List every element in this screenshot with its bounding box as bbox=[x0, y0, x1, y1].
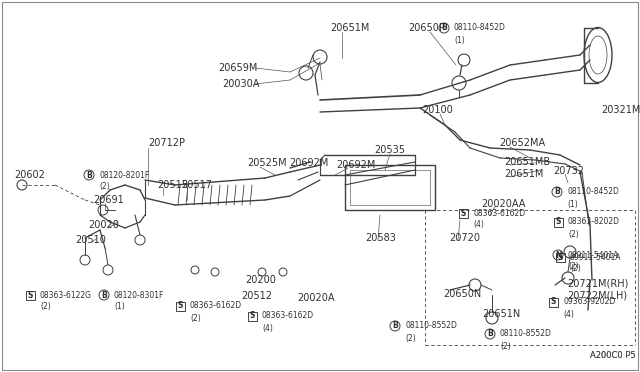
Text: 20321M: 20321M bbox=[601, 105, 640, 115]
Text: 08110-8452D: 08110-8452D bbox=[567, 187, 619, 196]
Text: 08120-8201F: 08120-8201F bbox=[99, 170, 149, 180]
Bar bbox=[175, 301, 184, 311]
Bar bbox=[248, 311, 257, 321]
Text: N: N bbox=[555, 250, 561, 260]
Text: B: B bbox=[86, 170, 92, 180]
Text: S: S bbox=[177, 301, 182, 311]
Text: (2): (2) bbox=[405, 334, 416, 343]
Bar bbox=[556, 253, 564, 262]
Text: 08120-8301F: 08120-8301F bbox=[114, 291, 164, 299]
Text: 20650P: 20650P bbox=[408, 23, 445, 33]
Text: B: B bbox=[101, 291, 107, 299]
Text: 08911-5401A: 08911-5401A bbox=[568, 250, 620, 260]
Text: (1): (1) bbox=[454, 35, 465, 45]
Text: (4): (4) bbox=[563, 310, 574, 318]
Bar bbox=[554, 218, 563, 227]
Text: 09911-5401A: 09911-5401A bbox=[570, 253, 621, 262]
Text: 20510: 20510 bbox=[75, 235, 106, 245]
Text: B: B bbox=[487, 330, 493, 339]
Text: 20651M: 20651M bbox=[330, 23, 369, 33]
Text: 20602: 20602 bbox=[14, 170, 45, 180]
Text: 20652MA: 20652MA bbox=[499, 138, 545, 148]
Text: B: B bbox=[441, 23, 447, 32]
Text: 08363-6122G: 08363-6122G bbox=[40, 291, 92, 299]
Bar bbox=[458, 208, 467, 218]
Text: A200C0 P5: A200C0 P5 bbox=[590, 350, 636, 359]
Text: 20691: 20691 bbox=[93, 195, 124, 205]
Text: 20583: 20583 bbox=[365, 233, 396, 243]
Text: 20659M: 20659M bbox=[218, 63, 257, 73]
Text: S: S bbox=[557, 253, 563, 262]
Text: (2): (2) bbox=[570, 264, 580, 273]
Text: 08110-8552D: 08110-8552D bbox=[405, 321, 457, 330]
Text: B: B bbox=[554, 187, 560, 196]
Text: (4): (4) bbox=[262, 324, 273, 333]
Text: 20732: 20732 bbox=[553, 166, 584, 176]
Text: 08363-6162D: 08363-6162D bbox=[262, 311, 314, 321]
Text: (2): (2) bbox=[568, 263, 579, 272]
Text: 08363-8202D: 08363-8202D bbox=[568, 218, 620, 227]
Text: S: S bbox=[550, 298, 556, 307]
Text: 20651N: 20651N bbox=[482, 309, 520, 319]
Text: 20651MB: 20651MB bbox=[504, 157, 550, 167]
Text: 20517: 20517 bbox=[181, 180, 212, 190]
Text: S: S bbox=[28, 291, 33, 299]
Text: 20721M(RH): 20721M(RH) bbox=[567, 279, 628, 289]
Text: B: B bbox=[392, 321, 398, 330]
Text: 20692M: 20692M bbox=[336, 160, 376, 170]
Text: 08110-8452D: 08110-8452D bbox=[454, 23, 506, 32]
Text: A200C0 P5: A200C0 P5 bbox=[590, 350, 636, 359]
Text: (2): (2) bbox=[500, 341, 511, 350]
Bar bbox=[345, 165, 435, 210]
Text: 08363-6162D: 08363-6162D bbox=[190, 301, 242, 311]
Text: 20515: 20515 bbox=[157, 180, 188, 190]
Text: 20020A: 20020A bbox=[297, 293, 335, 303]
Text: 20722M(LH): 20722M(LH) bbox=[567, 291, 627, 301]
Text: 20692M: 20692M bbox=[289, 158, 328, 168]
Bar bbox=[26, 291, 35, 299]
Text: 20512: 20512 bbox=[241, 291, 272, 301]
Text: (2): (2) bbox=[99, 183, 109, 192]
Text: 09363-9202D: 09363-9202D bbox=[563, 298, 615, 307]
Text: S: S bbox=[250, 311, 255, 321]
Text: 20651M: 20651M bbox=[504, 169, 543, 179]
Text: 20030A: 20030A bbox=[222, 79, 259, 89]
Text: (1): (1) bbox=[567, 199, 578, 208]
Text: (4): (4) bbox=[473, 221, 484, 230]
Text: 08363-6162D: 08363-6162D bbox=[473, 208, 525, 218]
Text: 20712P: 20712P bbox=[148, 138, 185, 148]
Text: 20100: 20100 bbox=[422, 105, 452, 115]
Text: 20650N: 20650N bbox=[443, 289, 481, 299]
Text: (2): (2) bbox=[40, 302, 51, 311]
Text: 20020AA: 20020AA bbox=[481, 199, 525, 209]
Text: 20720: 20720 bbox=[449, 233, 480, 243]
Text: 20525M: 20525M bbox=[247, 158, 287, 168]
Text: (2): (2) bbox=[568, 230, 579, 238]
Bar bbox=[548, 298, 557, 307]
Text: 08110-8552D: 08110-8552D bbox=[500, 330, 552, 339]
Text: 20200: 20200 bbox=[245, 275, 276, 285]
Text: 20020: 20020 bbox=[88, 220, 119, 230]
Text: S: S bbox=[556, 218, 561, 227]
Text: (1): (1) bbox=[114, 302, 125, 311]
Text: (2): (2) bbox=[190, 314, 201, 323]
Text: S: S bbox=[460, 208, 466, 218]
Text: 20535: 20535 bbox=[374, 145, 405, 155]
